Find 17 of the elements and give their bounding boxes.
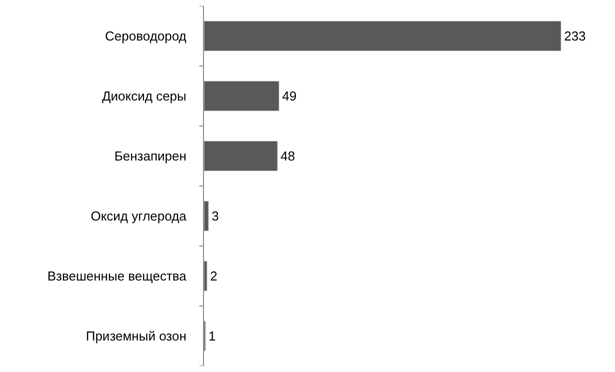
bar — [204, 140, 278, 172]
data-label: 233 — [564, 28, 586, 44]
data-label: 1 — [208, 328, 216, 344]
y-tick-label: Приземный озон — [86, 328, 186, 344]
y-tick-label: Сероводород — [105, 28, 187, 44]
data-label: 48 — [280, 148, 296, 164]
bar — [204, 200, 209, 232]
data-label: 2 — [210, 268, 218, 284]
y-tick-label: Оксид углерода — [90, 208, 188, 224]
bar — [204, 80, 280, 112]
data-label: 3 — [212, 208, 219, 224]
bar — [204, 20, 562, 52]
data-label: 49 — [282, 88, 297, 104]
y-tick-label: Бензапирен — [114, 148, 186, 164]
y-tick-label: Взвешенные вещества — [47, 268, 188, 284]
y-tick-label: Диоксид серы — [102, 88, 186, 104]
bar — [204, 260, 208, 292]
